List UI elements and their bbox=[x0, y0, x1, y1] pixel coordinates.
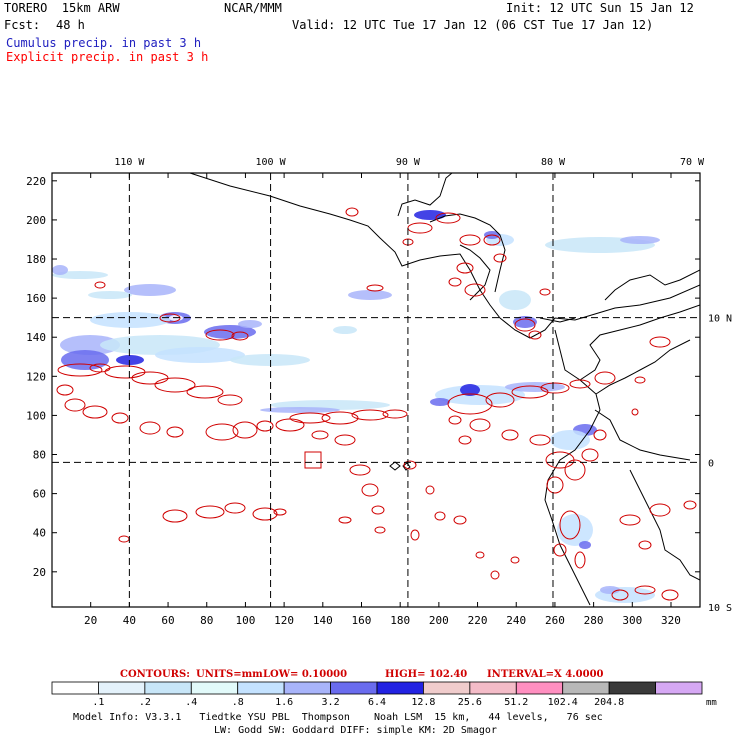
contours-high: HIGH= 102.40 bbox=[385, 669, 467, 680]
lat-label-1: 0 bbox=[708, 458, 714, 469]
forecast-label: Fcst: bbox=[4, 18, 41, 32]
colorbar-swatch-11 bbox=[562, 681, 610, 695]
colorbar-swatch-12 bbox=[608, 681, 656, 695]
x-tick-label-180: 180 bbox=[390, 614, 410, 627]
x-tick-label-160: 160 bbox=[352, 614, 372, 627]
lat-lon-grid bbox=[52, 173, 700, 607]
lon-label-0: 110 W bbox=[114, 157, 145, 168]
y-tick-label-160: 160 bbox=[26, 292, 46, 305]
colorbar-swatch-4 bbox=[237, 681, 285, 695]
explicit-precip-contours bbox=[56, 207, 697, 601]
x-tick-label-100: 100 bbox=[235, 614, 255, 627]
colorbar-swatch-2 bbox=[144, 681, 192, 695]
y-tick-label-20: 20 bbox=[33, 566, 46, 579]
chart-axes: 20 40 60 80 100 120 140 160 180 200 220 240 260 280 30… bbox=[26, 157, 732, 627]
colorbar-label-11: 204.8 bbox=[594, 697, 624, 708]
colorbar-swatch-5 bbox=[283, 681, 331, 695]
x-tick-label-260: 260 bbox=[545, 614, 565, 627]
colorbar-swatch-10 bbox=[515, 681, 564, 695]
lat-label-2: 10 S bbox=[708, 603, 732, 614]
colorbar-label-4: 1.6 bbox=[275, 697, 293, 708]
colorbar-label-5: 3.2 bbox=[322, 697, 340, 708]
colorbar-label-10: 102.4 bbox=[548, 697, 578, 708]
init-time: Init: 12 UTC Sun 15 Jan 12 bbox=[506, 1, 694, 15]
lon-label-3: 80 W bbox=[541, 157, 566, 168]
legend-explicit: Explicit precip. in past 3 h bbox=[6, 50, 209, 64]
x-tick-label-120: 120 bbox=[274, 614, 294, 627]
cumulus-precip-shading bbox=[52, 210, 660, 603]
contours-units: UNITS=mm bbox=[196, 669, 263, 680]
colorbar-label-1: .2 bbox=[139, 697, 151, 708]
contours-interval: INTERVAL=X 4.0000 bbox=[487, 669, 604, 680]
colorbar-swatch-6 bbox=[330, 681, 378, 695]
colorbar-label-0: .1 bbox=[92, 697, 104, 708]
colorbar-swatch-1 bbox=[98, 681, 146, 695]
plot-frame bbox=[51, 172, 701, 608]
x-tick-label-140: 140 bbox=[313, 614, 333, 627]
colorbar-label-3: .8 bbox=[232, 697, 244, 708]
x-tick-label-60: 60 bbox=[161, 614, 174, 627]
x-tick-label-300: 300 bbox=[622, 614, 642, 627]
model-title: TORERO 15km ARW bbox=[4, 1, 120, 15]
organization: NCAR/MMM bbox=[224, 1, 282, 15]
legend-cumulus: Cumulus precip. in past 3 h bbox=[6, 36, 202, 50]
colorbar-swatch-3 bbox=[190, 681, 239, 695]
contours-prefix: CONTOURS: bbox=[120, 669, 190, 680]
y-tick-label-80: 80 bbox=[33, 449, 46, 462]
y-tick-label-40: 40 bbox=[33, 527, 46, 540]
y-tick-label-180: 180 bbox=[26, 253, 46, 266]
x-tick-label-80: 80 bbox=[200, 614, 213, 627]
x-tick-label-40: 40 bbox=[123, 614, 136, 627]
y-tick-label-220: 220 bbox=[26, 175, 46, 188]
footer-model-info: Model Info: V3.3.1 Tiedtke YSU PBL Thomp… bbox=[73, 712, 603, 723]
colorbar-swatch-9 bbox=[469, 681, 517, 695]
lon-label-2: 90 W bbox=[396, 157, 421, 168]
colorbar-label-6: 6.4 bbox=[368, 697, 386, 708]
valid-time: Valid: 12 UTC Tue 17 Jan 12 (06 CST Tue … bbox=[292, 18, 654, 32]
colorbar-label-8: 25.6 bbox=[458, 697, 482, 708]
y-tick-label-140: 140 bbox=[26, 331, 46, 344]
colorbar-swatch-0 bbox=[51, 681, 99, 695]
colorbar-unit: mm bbox=[706, 698, 717, 708]
x-tick-label-280: 280 bbox=[584, 614, 604, 627]
x-tick-label-240: 240 bbox=[506, 614, 526, 627]
contours-low: LOW= 0.10000 bbox=[263, 669, 347, 680]
x-tick-label-220: 220 bbox=[468, 614, 488, 627]
lon-label-4: 70 W bbox=[680, 157, 705, 168]
forecast-hours: 48 h bbox=[56, 18, 85, 32]
colorbar-label-2: .4 bbox=[185, 697, 197, 708]
y-tick-label-120: 120 bbox=[26, 370, 46, 383]
colorbar-swatch-7 bbox=[376, 681, 424, 695]
lat-label-0: 10 N bbox=[708, 314, 732, 325]
y-tick-label-60: 60 bbox=[33, 488, 46, 501]
y-tick-label-100: 100 bbox=[26, 409, 46, 422]
coastline-map bbox=[189, 173, 700, 606]
colorbar-swatch-8 bbox=[423, 681, 471, 695]
x-tick-label-320: 320 bbox=[661, 614, 681, 627]
y-tick-label-200: 200 bbox=[26, 214, 46, 227]
colorbar-label-9: 51.2 bbox=[504, 697, 528, 708]
colorbar-legend: .1 .2 .4 .8 1.6 3.2 6.4 12.8 25.6 51.2 102.4 204.8 m… bbox=[51, 681, 717, 708]
footer-physics-info: LW: Godd SW: Goddard DIFF: simple KM: 2D… bbox=[214, 725, 497, 736]
colorbar-label-7: 12.8 bbox=[411, 697, 435, 708]
lon-label-1: 100 W bbox=[256, 157, 287, 168]
x-tick-label-20: 20 bbox=[84, 614, 97, 627]
colorbar-swatch-13 bbox=[655, 681, 703, 695]
x-tick-label-200: 200 bbox=[429, 614, 449, 627]
